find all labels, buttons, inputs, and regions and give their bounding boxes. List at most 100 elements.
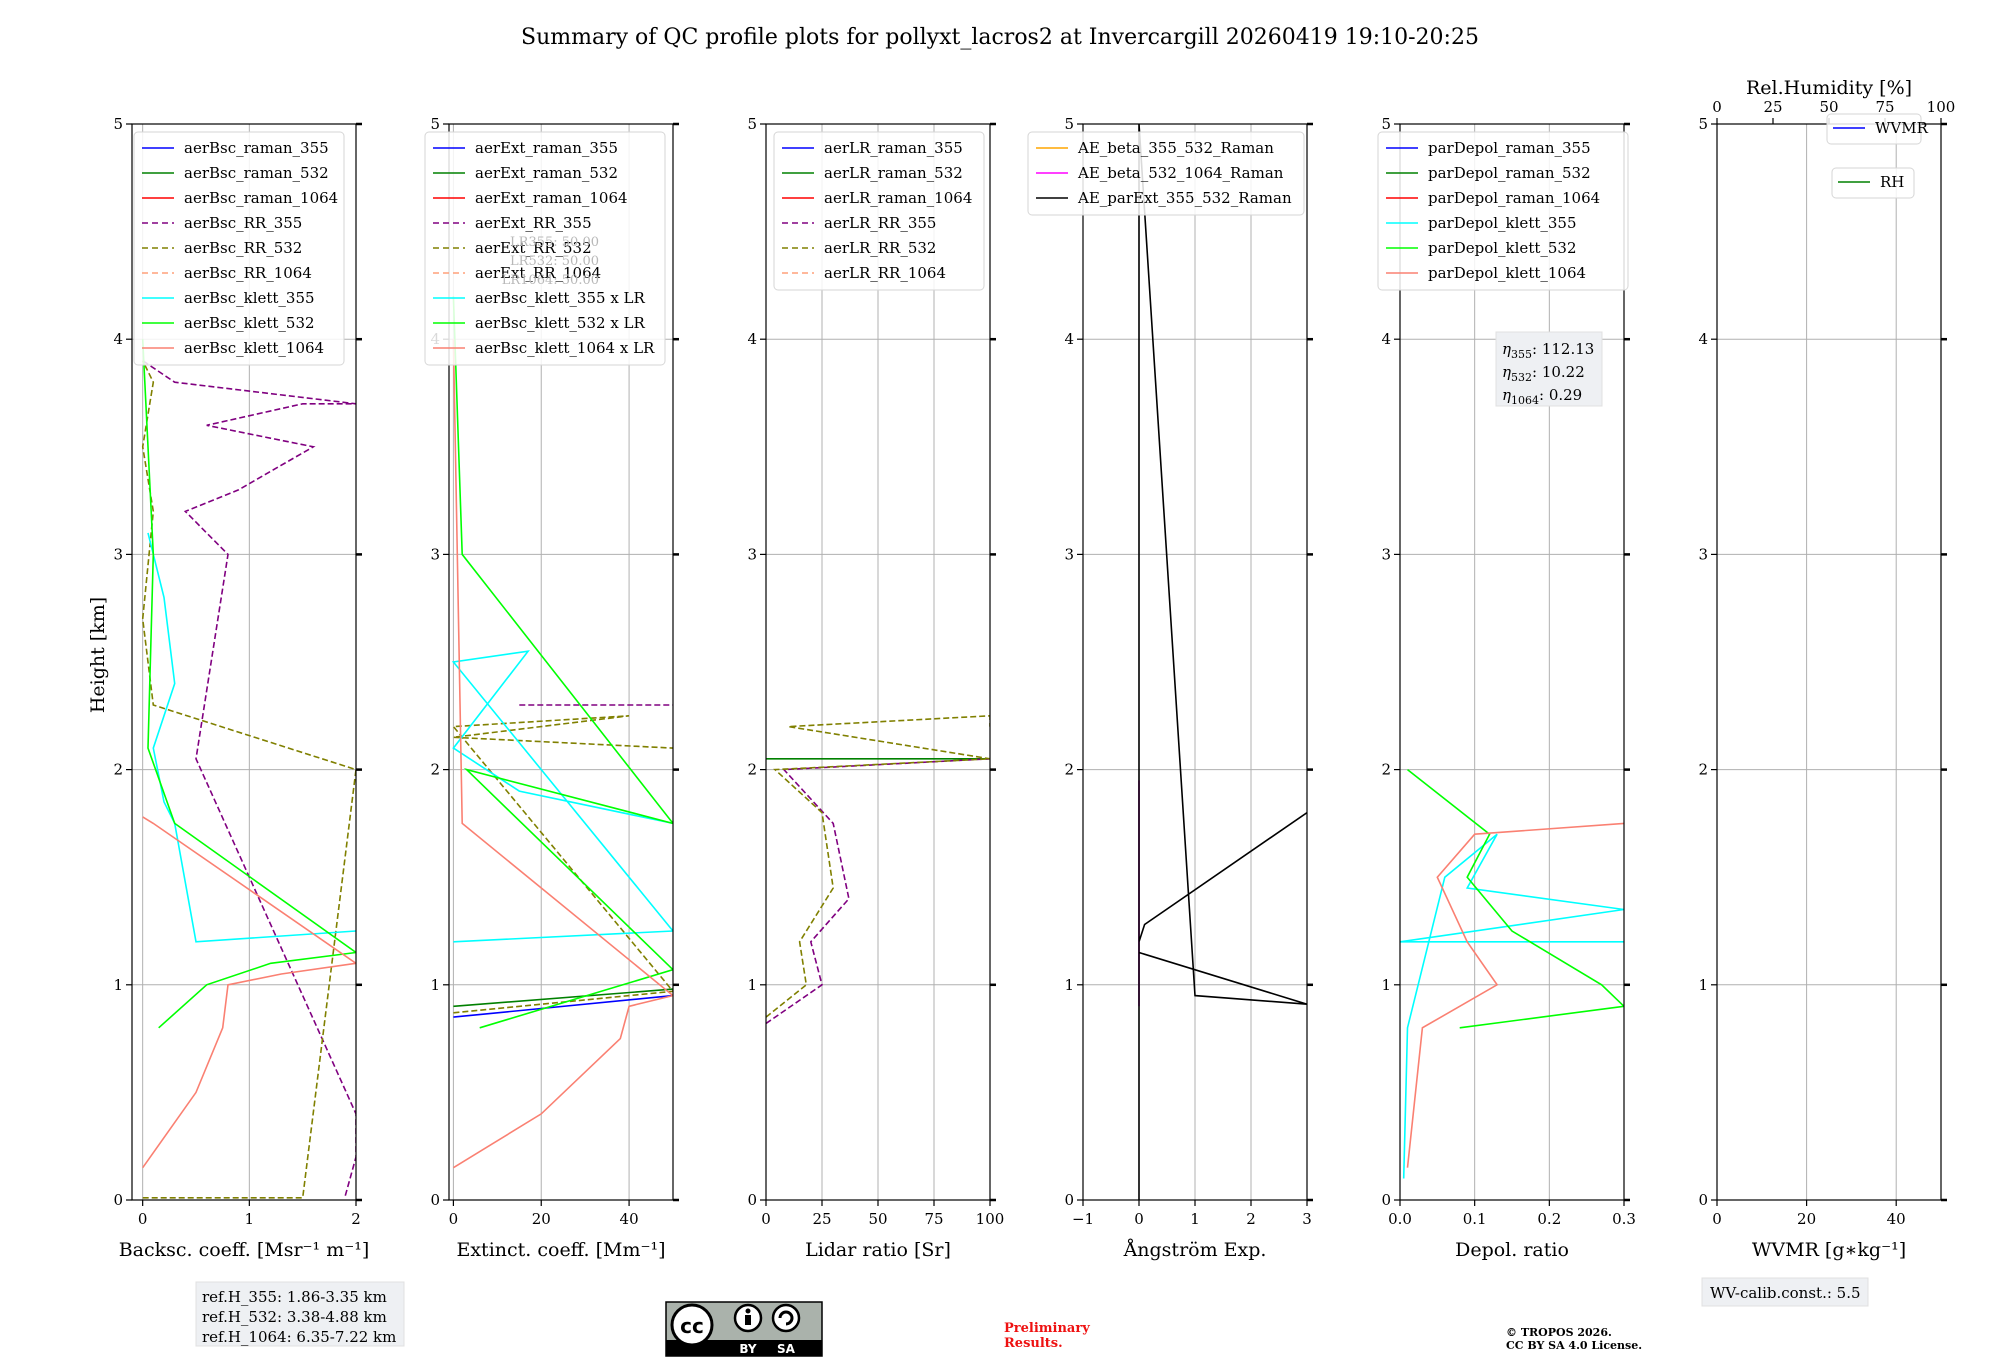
x-tick-label: 20 bbox=[1797, 1210, 1816, 1228]
preliminary-line1: Preliminary bbox=[1004, 1321, 1090, 1336]
legend-entry: parDepol_klett_532 bbox=[1428, 239, 1577, 257]
cc-license-badge: cc BY SA bbox=[665, 1301, 823, 1357]
series-aerBsc_klett_532 bbox=[141, 339, 356, 1029]
legend-entry: aerBsc_raman_1064 bbox=[184, 189, 338, 207]
y-tick-label: 4 bbox=[747, 330, 757, 348]
share-alike-icon bbox=[771, 1303, 801, 1333]
legend-entry: aerLR_raman_532 bbox=[824, 164, 963, 182]
lr-note: LR532: 50.00 bbox=[510, 254, 599, 269]
x-tick-label: 0 bbox=[138, 1210, 148, 1228]
legend-entry: parDepol_raman_355 bbox=[1428, 139, 1591, 157]
legend-entry: aerBsc_klett_532 bbox=[184, 314, 315, 332]
y-tick-label: 0 bbox=[1064, 1191, 1074, 1209]
x-axis-label: Ångström Exp. bbox=[1123, 1239, 1267, 1261]
y-tick-label: 2 bbox=[430, 761, 440, 779]
legend-entry: aerBsc_klett_532 x LR bbox=[475, 314, 646, 332]
legend-box bbox=[773, 131, 985, 291]
top-x-tick-label: 100 bbox=[1927, 98, 1956, 116]
y-tick-label: 4 bbox=[113, 330, 123, 348]
y-tick-label: 4 bbox=[1381, 330, 1391, 348]
panel-2: 01234502040Extinct. coeff. [Mm⁻¹]aerExt_… bbox=[424, 115, 679, 1261]
y-tick-label: 5 bbox=[1064, 115, 1074, 133]
y-tick-label: 1 bbox=[1381, 976, 1391, 994]
eta-entry: η532: 10.22 bbox=[1502, 363, 1585, 384]
x-tick-label: 0 bbox=[449, 1210, 459, 1228]
panel-1: 0 1 2 3 4 5 0 1 2 Backsc. coeff. [Msr⁻¹ m⁻¹] aerBs… bbox=[113, 115, 369, 1261]
x-axis-label: Backsc. coeff. [Msr⁻¹ m⁻¹] bbox=[119, 1239, 370, 1261]
series-aerBsc_klett_1064 x LR bbox=[452, 339, 673, 1169]
y-tick-label: 2 bbox=[1698, 761, 1708, 779]
wv-calib-box: WV-calib.const.: 5.5 bbox=[1701, 1277, 1869, 1307]
legend-entry: aerExt_raman_355 bbox=[475, 139, 618, 157]
y-tick-label: 2 bbox=[113, 761, 123, 779]
legend-entry: aerExt_raman_532 bbox=[475, 164, 618, 182]
series-aerBsc_klett_355 bbox=[147, 532, 356, 943]
x-tick-label: 0 bbox=[1712, 1210, 1722, 1228]
x-axis-label: Extinct. coeff. [Mm⁻¹] bbox=[456, 1239, 665, 1261]
series-aerBsc_klett_355 x LR bbox=[451, 650, 673, 943]
series-aerExt_RR_532 bbox=[451, 715, 673, 1014]
y-tick-label: 5 bbox=[747, 115, 757, 133]
preliminary-note: Preliminary Results. bbox=[1004, 1321, 1090, 1351]
legend-entry: parDepol_raman_1064 bbox=[1428, 189, 1600, 207]
y-tick-label: 1 bbox=[430, 976, 440, 994]
legend-entry: AE_beta_532_1064_Raman bbox=[1077, 164, 1284, 182]
x-tick-label: 20 bbox=[532, 1210, 551, 1228]
y-tick-label: 4 bbox=[1698, 330, 1708, 348]
series-aerExt_raman_532 bbox=[453, 988, 673, 1008]
wv-calib-text: WV-calib.const.: 5.5 bbox=[1710, 1284, 1861, 1302]
x-tick-label: 2 bbox=[1246, 1210, 1256, 1228]
copyright-note: © TROPOS 2026. CC BY SA 4.0 License. bbox=[1506, 1326, 1642, 1352]
legend-box bbox=[424, 131, 666, 366]
series-AE_parExt_355_532_Raman bbox=[1138, 124, 1307, 1200]
series-aerBsc_RR_355 bbox=[142, 360, 356, 1196]
y-tick-label: 1 bbox=[1698, 976, 1708, 994]
y-tick-label: 1 bbox=[1064, 976, 1074, 994]
axes-frame bbox=[448, 123, 674, 1201]
legend-entry: aerBsc_raman_532 bbox=[184, 164, 329, 182]
x-tick-label: 1 bbox=[245, 1210, 255, 1228]
legend-entry: aerExt_raman_1064 bbox=[475, 189, 628, 207]
series-group bbox=[451, 296, 673, 1169]
legend-entry: aerLR_raman_1064 bbox=[824, 189, 972, 207]
y-tick-label: 1 bbox=[747, 976, 757, 994]
series-aerBsc_RR_532 bbox=[141, 360, 356, 1199]
x-tick-label: 0 bbox=[761, 1210, 771, 1228]
x-tick-label: 0.0 bbox=[1388, 1210, 1412, 1228]
legend-entry: aerBsc_RR_1064 bbox=[184, 264, 312, 282]
legend-entry: aerExt_RR_1064 bbox=[475, 264, 601, 282]
ref-height-355: ref.H_355: 1.86-3.35 km bbox=[202, 1288, 387, 1306]
axes-frame bbox=[131, 123, 357, 1201]
y-tick-label: 2 bbox=[1381, 761, 1391, 779]
legend-box bbox=[1377, 131, 1629, 291]
y-tick-label: 1 bbox=[113, 976, 123, 994]
ref-height-1064: ref.H_1064: 6.35-7.22 km bbox=[202, 1328, 396, 1346]
y-tick-label: 3 bbox=[1064, 545, 1074, 563]
legend-box bbox=[1826, 113, 1922, 145]
x-tick-label: 50 bbox=[868, 1210, 887, 1228]
ref-height-532: ref.H_532: 3.38-4.88 km bbox=[202, 1308, 387, 1326]
y-tick-label: 3 bbox=[1698, 545, 1708, 563]
x-tick-label: 0.3 bbox=[1612, 1210, 1636, 1228]
legend-entry: parDepol_raman_532 bbox=[1428, 164, 1591, 182]
y-tick-label: 2 bbox=[747, 761, 757, 779]
legend-entry: RH bbox=[1880, 173, 1904, 191]
legend-entry: parDepol_klett_355 bbox=[1428, 214, 1577, 232]
legend-entry: parDepol_klett_1064 bbox=[1428, 264, 1586, 282]
legend-entry: aerBsc_klett_1064 bbox=[184, 339, 324, 357]
legend-entry: aerBsc_RR_532 bbox=[184, 239, 302, 257]
series-aerBsc_klett_1064 bbox=[142, 816, 356, 1169]
y-tick-label: 5 bbox=[1381, 115, 1391, 133]
y-tick-label: 0 bbox=[430, 1191, 440, 1209]
x-axis-label: WVMR [g∗kg⁻¹] bbox=[1752, 1239, 1906, 1261]
legend-entry: aerLR_RR_355 bbox=[824, 214, 936, 232]
y-tick-label: 3 bbox=[747, 545, 757, 563]
legend-entry: aerLR_raman_355 bbox=[824, 139, 963, 157]
lr-note: LR355: 50.00 bbox=[510, 235, 599, 250]
copyright-line2: CC BY SA 4.0 License. bbox=[1506, 1339, 1642, 1352]
